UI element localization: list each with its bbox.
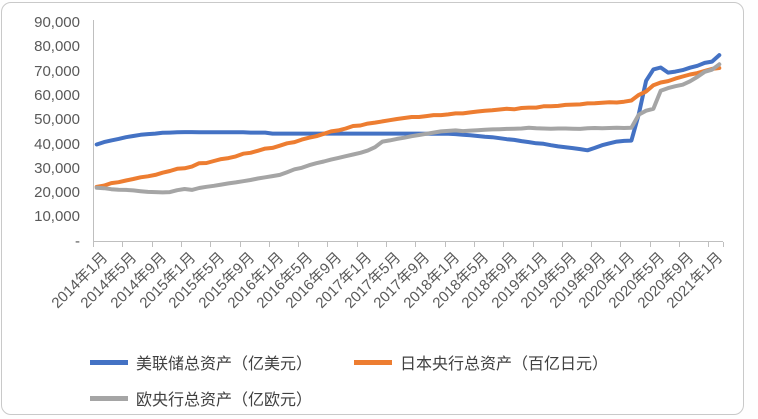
x-axis-tick <box>93 242 94 247</box>
legend-label-ecb: 欧央行总资产（亿欧元） <box>136 392 313 409</box>
y-axis-label: - <box>75 232 80 250</box>
y-axis-label: 20,000 <box>34 184 80 202</box>
x-axis-tick <box>180 242 182 247</box>
x-axis-line <box>93 241 723 242</box>
y-axis-label: 90,000 <box>34 14 80 31</box>
x-axis-tick <box>708 242 710 247</box>
x-axis-tick <box>356 242 358 247</box>
x-axis-tick <box>386 242 388 247</box>
legend-marker-fed <box>90 359 128 365</box>
legend: 美联储总资产（亿美元） 日本央行总资产（百亿日元） 欧央行总资产（亿欧元） <box>90 350 690 410</box>
x-axis-tick <box>151 242 153 247</box>
x-axis-tick <box>532 242 534 247</box>
x-axis-tick <box>649 242 651 247</box>
legend-item-ecb: 欧央行总资产（亿欧元） <box>90 386 354 410</box>
x-axis-tick <box>298 242 300 247</box>
plot-area <box>94 53 722 195</box>
x-axis-tick <box>415 242 417 247</box>
y-axis-label: 70,000 <box>34 62 80 80</box>
y-axis-label: 60,000 <box>34 86 80 104</box>
y-axis-label: 30,000 <box>34 159 80 177</box>
legend-label-fed: 美联储总资产（亿美元） <box>136 356 313 373</box>
x-axis-tick <box>210 242 212 247</box>
x-axis-tick <box>561 242 563 247</box>
y-axis-line <box>93 20 94 242</box>
x-axis-tick <box>591 242 593 247</box>
legend-marker-boj <box>354 359 392 365</box>
legend-label-boj: 日本央行总资产（百亿日元） <box>400 356 609 373</box>
x-axis-tick <box>503 242 505 247</box>
x-axis-tick <box>723 242 724 247</box>
x-axis-tick <box>620 242 622 247</box>
x-axis-tick <box>327 242 329 247</box>
legend-item-fed: 美联储总资产（亿美元） <box>90 350 354 374</box>
series-line-fed <box>94 53 722 153</box>
legend-item-boj: 日本央行总资产（百亿日元） <box>354 350 690 374</box>
x-axis-tick <box>122 242 124 247</box>
y-axis-label: 80,000 <box>34 38 80 56</box>
y-axis-label: 50,000 <box>34 111 80 129</box>
legend-marker-ecb <box>90 395 128 401</box>
x-axis-tick <box>268 242 270 247</box>
y-axis-label: 40,000 <box>34 135 80 153</box>
chart-panel <box>1 2 744 415</box>
x-axis-tick <box>473 242 475 247</box>
series-line-ecb <box>94 62 722 195</box>
x-axis-tick <box>239 242 241 247</box>
x-axis-tick <box>444 242 446 247</box>
series-line-boj <box>94 66 722 189</box>
y-axis-label: 10,000 <box>34 208 80 226</box>
x-axis-tick <box>679 242 681 247</box>
